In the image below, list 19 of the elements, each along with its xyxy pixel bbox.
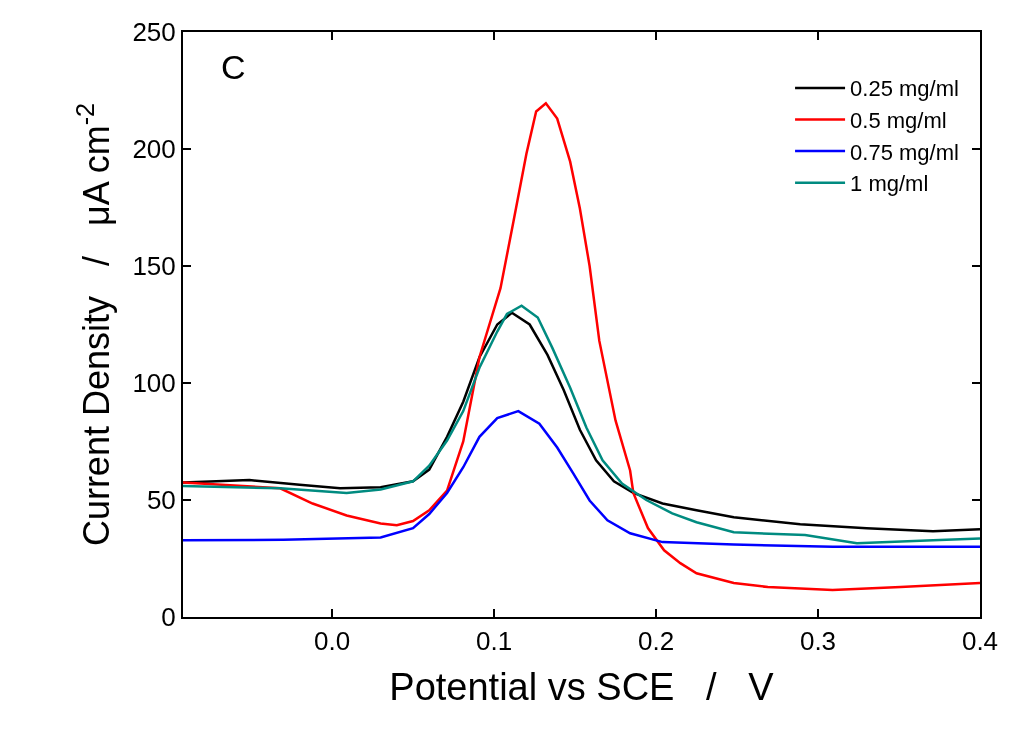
x-tick-label: 0.4 — [961, 626, 999, 657]
legend-label: 1 mg/ml — [850, 171, 929, 197]
x-tick-label: 0.2 — [637, 626, 675, 657]
x-axis-title: Potential vs SCE / V — [389, 665, 775, 708]
x-tick-label: 0.0 — [313, 626, 351, 657]
y-tick-label: 250 — [132, 17, 176, 48]
y-tick-label: 150 — [132, 251, 176, 282]
legend-label: 0.25 mg/ml — [850, 76, 959, 102]
legend-label: 0.75 mg/ml — [850, 139, 959, 165]
y-tick-label: 200 — [132, 134, 176, 165]
line-series — [183, 409, 980, 549]
y-tick-label: 0 — [161, 602, 176, 633]
x-tick-label: 0.1 — [475, 626, 513, 657]
legend-label: 0.5 mg/ml — [850, 108, 947, 134]
y-tick-label: 100 — [132, 368, 176, 399]
annotation: C — [221, 48, 246, 86]
x-tick-label: 0.3 — [799, 626, 837, 657]
y-tick-label: 50 — [146, 485, 176, 516]
line-series — [183, 102, 980, 592]
